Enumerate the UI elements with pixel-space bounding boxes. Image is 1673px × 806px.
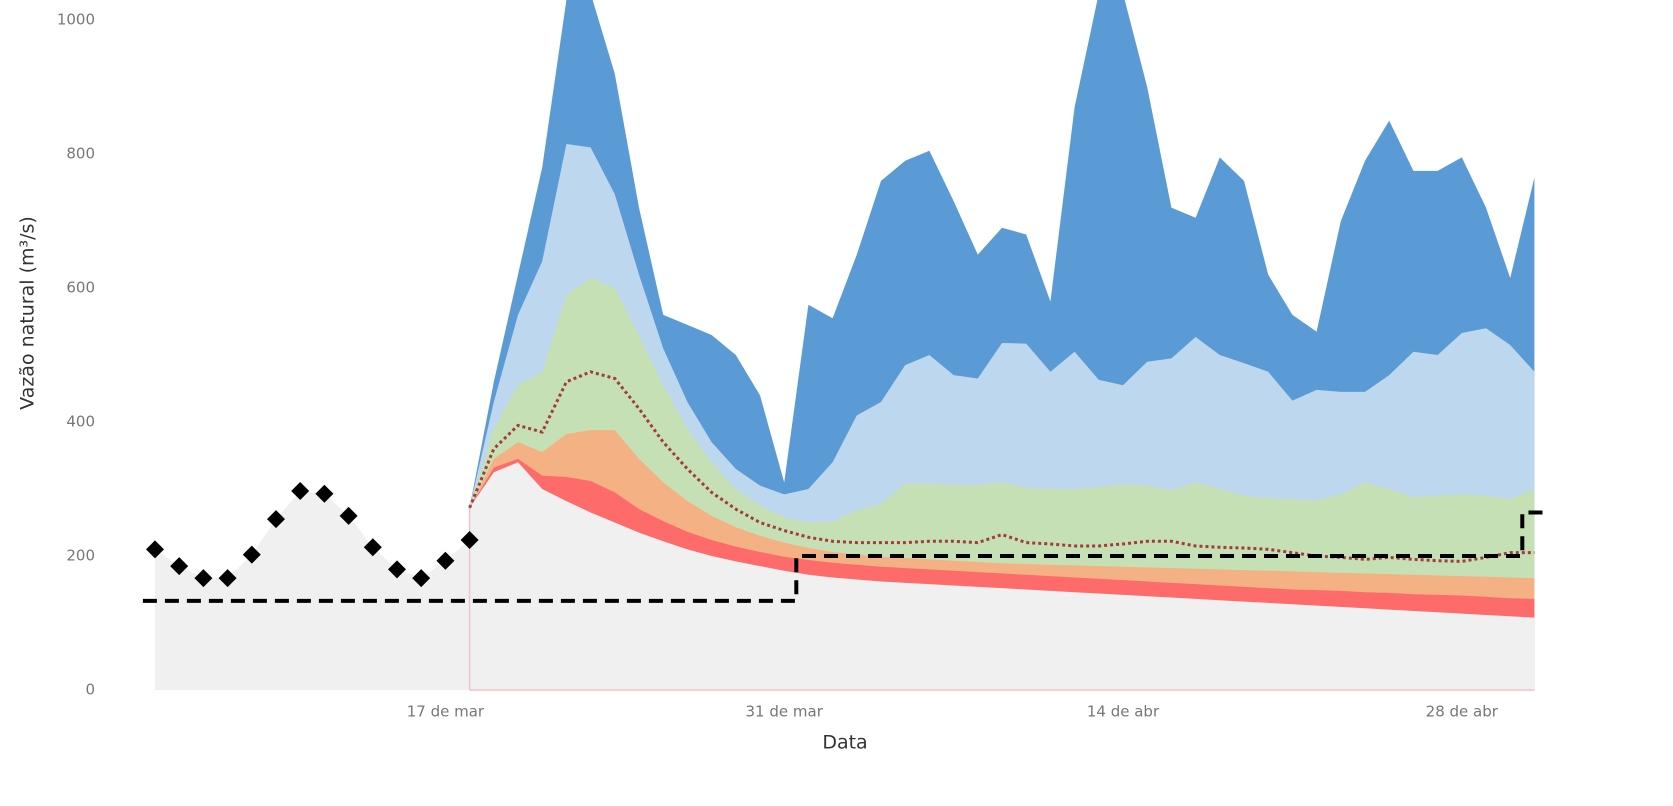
observed-point	[388, 560, 406, 579]
observed-point	[339, 506, 358, 525]
y-axis-title: Vazão natural (m³/s)	[17, 216, 39, 410]
x-tick-label: 17 de mar	[407, 703, 485, 721]
y-tick-label: 400	[66, 413, 95, 431]
observed-area	[155, 491, 470, 690]
observed-point	[363, 538, 382, 557]
observed-point	[315, 484, 334, 503]
mean-line	[468, 370, 1535, 563]
y-tick-label: 800	[66, 145, 95, 163]
y-tick-label: 0	[85, 681, 95, 699]
observed-point	[267, 510, 285, 529]
threshold-line	[142, 510, 1547, 603]
plot-area	[142, 0, 1547, 691]
x-tick-label: 31 de mar	[746, 703, 824, 721]
observed-point	[436, 551, 455, 570]
x-tick-label: 14 de abr	[1087, 703, 1160, 721]
observed-point	[291, 482, 310, 501]
observed-point	[412, 569, 431, 588]
y-tick-label: 200	[66, 547, 95, 565]
observed-point	[242, 545, 261, 564]
observed-point	[194, 569, 213, 588]
x-tick-label: 28 de abr	[1426, 703, 1499, 721]
y-tick-label: 1000	[57, 11, 95, 29]
observed-point	[170, 557, 189, 576]
observed-point	[218, 569, 237, 588]
observed-point	[460, 530, 479, 549]
observed-point	[146, 540, 164, 559]
x-axis-title: Data	[822, 732, 867, 754]
forecast-band	[469, 462, 1535, 690]
y-tick-label: 600	[66, 279, 95, 297]
